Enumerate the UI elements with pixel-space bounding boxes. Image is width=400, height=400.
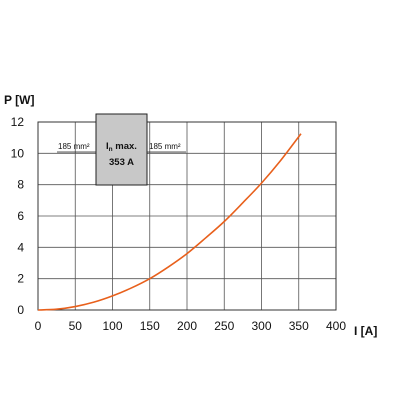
x-tick-label: 200	[177, 319, 197, 333]
grid	[37, 121, 337, 311]
y-axis-label: P [W]	[4, 93, 34, 107]
series-layer	[37, 133, 302, 311]
x-tick-label: 400	[326, 319, 346, 333]
imax-label: In max.	[106, 141, 137, 153]
right-cross-section-label: 185 mm²	[149, 142, 181, 151]
imax-suffix: max.	[113, 141, 137, 152]
imax-subscript: n	[109, 146, 113, 153]
series-line	[37, 133, 302, 311]
y-tick-label: 10	[11, 146, 25, 160]
imax-value: 353 A	[109, 157, 134, 168]
imax-main: I	[106, 141, 109, 152]
x-tick-label: 50	[69, 319, 83, 333]
x-axis-label: I [A]	[354, 324, 377, 338]
x-tick-label: 300	[251, 319, 271, 333]
tick-labels: 0 50 100 150 200 250 300 350 400 0 2 4 6 8 10 12	[11, 115, 347, 333]
y-tick-label: 0	[17, 303, 24, 317]
y-tick-label: 4	[17, 240, 24, 254]
imax-box	[95, 113, 148, 186]
x-tick-label: 0	[35, 319, 42, 333]
y-tick-label: 2	[17, 272, 24, 286]
x-tick-label: 350	[289, 319, 309, 333]
annotation: In max. 353 A 185 mm² 185 mm²	[57, 113, 186, 186]
x-tick-label: 250	[214, 319, 234, 333]
y-tick-label: 6	[17, 209, 24, 223]
x-tick-label: 100	[102, 319, 122, 333]
left-cross-section-label: 185 mm²	[58, 142, 90, 151]
y-tick-label: 12	[11, 115, 25, 129]
y-tick-label: 8	[17, 178, 24, 192]
x-tick-label: 150	[140, 319, 160, 333]
plot-frame	[37, 121, 337, 311]
